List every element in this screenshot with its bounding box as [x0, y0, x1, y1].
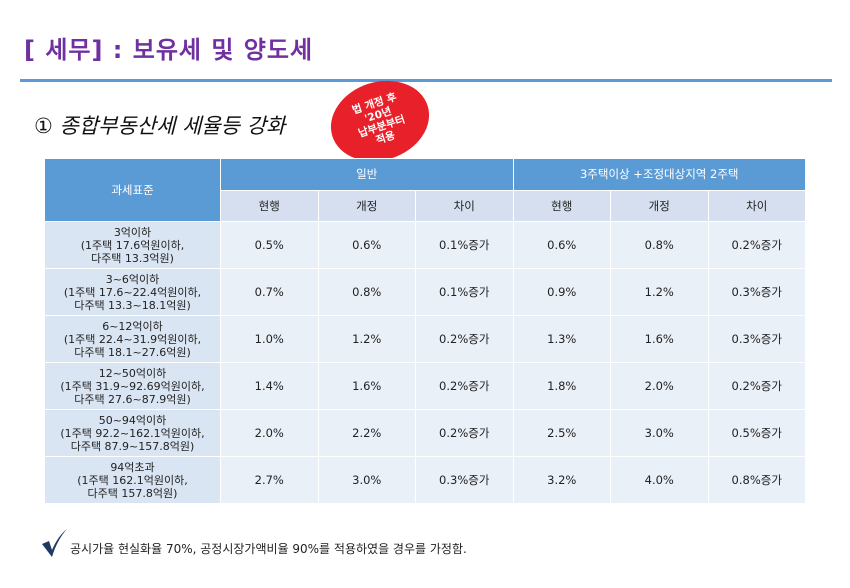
table-cell: 0.7% [220, 268, 319, 316]
table-cell: 1.3% [512, 315, 611, 363]
label-note: (1주택 92.2~162.1억원이하, [60, 426, 205, 440]
table-cell: 0.5%증가 [707, 409, 806, 457]
rule [20, 79, 832, 82]
table-cell: 0.1%증가 [415, 221, 514, 269]
table-cell: 3.0% [610, 409, 709, 457]
label-main: 50~94억이하 [98, 413, 167, 427]
label-note: 다주택 87.9~157.8억원) [70, 439, 195, 453]
table-cell: 2.0% [610, 362, 709, 410]
table-cell: 3.0% [317, 456, 416, 504]
label-note: 다주택 13.3억원) [91, 251, 174, 265]
label-note: (1주택 17.6~22.4억원이하, [63, 285, 202, 299]
table-cell: 0.9% [512, 268, 611, 316]
header-cell: 3주택이상 +조정대상지역 2주택 [512, 158, 806, 191]
table-cell: 0.2%증가 [415, 362, 514, 410]
table-cell: 2.0% [220, 409, 319, 457]
table-cell: 1.4% [220, 362, 319, 410]
table-cell: 1.2% [317, 315, 416, 363]
label-note: 다주택 27.6~87.9억원) [74, 392, 191, 406]
table-cell: 1.2% [610, 268, 709, 316]
table-cell: 0.6% [317, 221, 416, 269]
row-label: 94억초과 (1주택 162.1억원이하, 다주택 157.8억원) [44, 456, 221, 504]
label-note: 다주택 157.8억원) [87, 486, 178, 500]
table-cell: 0.8%증가 [707, 456, 806, 504]
label-note: (1주택 17.6억원이하, [80, 238, 185, 252]
table-cell: 0.8% [317, 268, 416, 316]
table-cell: 0.8% [610, 221, 709, 269]
subheader-cell: 개정 [610, 189, 709, 222]
label-note: 다주택 18.1~27.6억원) [74, 345, 191, 359]
table-row: 6~12억이하 (1주택 22.4~31.9억원이하, 다주택 18.1~27.6억… [44, 315, 806, 363]
table-cell: 1.8% [512, 362, 611, 410]
table-cell: 2.2% [317, 409, 416, 457]
table: 과세표준 일반 3주택이상 +조정대상지역 2주택 현행 개정 차이 현행 개정 차이 3억이하(… [44, 158, 806, 504]
label-main: 3~6억이하 [105, 272, 160, 286]
label-note: 다주택 13.3~18.1억원) [74, 298, 191, 312]
table-row: 3~6억이하 (1주택 17.6~22.4억원이하, 다주택 13.3~18.1억원… [44, 268, 806, 316]
table-cell: 0.5% [220, 221, 319, 269]
row-label: 6~12억이하 (1주택 22.4~31.9억원이하, 다주택 18.1~27.6억… [44, 315, 221, 363]
label-main: 94억초과 [110, 460, 155, 474]
table-cell: 2.7% [220, 456, 319, 504]
row-label: 12~50억이하 (1주택 31.9~92.69억원이하, 다주택 27.6~87.… [44, 362, 221, 410]
table-row: 94억초과 (1주택 162.1억원이하, 다주택 157.8억원) 2.7% 3.0%… [44, 456, 806, 504]
label-note: (1주택 31.9~92.69억원이하, [60, 379, 205, 393]
row-label: 3~6억이하 (1주택 17.6~22.4억원이하, 다주택 13.3~18.1억원… [44, 268, 221, 316]
table-cell: 0.3%증가 [707, 268, 806, 316]
label-main: 6~12억이하 [102, 319, 163, 333]
row-label: 50~94억이하 (1주택 92.2~162.1억원이하, 다주택 87.9~157… [44, 409, 221, 457]
row-label: 3억이하 (1주택 17.6억원이하, 다주택 13.3억원) [44, 221, 221, 269]
table-cell: 0.3%증가 [707, 315, 806, 363]
header-cell: 과세표준 [44, 158, 221, 222]
table-cell: 2.5% [512, 409, 611, 457]
table-cell: 1.0% [220, 315, 319, 363]
table-cell: 0.6% [512, 221, 611, 269]
label-main: 3억이하 [113, 225, 152, 239]
subheader-cell: 현행 [512, 189, 611, 222]
table-row: 12~50억이하 (1주택 31.9~92.69억원이하, 다주택 27.6~87.… [44, 362, 806, 410]
label-note: (1주택 22.4~31.9억원이하, [63, 332, 202, 346]
header-row: 과세표준 일반 3주택이상 +조정대상지역 2주택 [44, 158, 806, 222]
table-cell: 1.6% [317, 362, 416, 410]
table-cell: 0.2%증가 [707, 362, 806, 410]
label-note: (1주택 162.1억원이하, [77, 473, 188, 487]
table-cell: 4.0% [610, 456, 709, 504]
label-main: 12~50억이하 [98, 366, 167, 380]
table-cell: 1.6% [610, 315, 709, 363]
header-cell: 일반 [220, 158, 514, 191]
table-cell: 0.2%증가 [415, 315, 514, 363]
table-row: 3억이하 (1주택 17.6억원이하, 다주택 13.3억원) 0.5% 0.6% 0.1… [44, 221, 806, 269]
table-cell: 0.1%증가 [415, 268, 514, 316]
table-cell: 0.3%증가 [415, 456, 514, 504]
table-cell: 3.2% [512, 456, 611, 504]
subheader-cell: 개정 [317, 189, 416, 222]
subheader-cell: 현행 [220, 189, 319, 222]
check-icon [42, 529, 67, 557]
footnote: 공시가율 현실화율 70%, 공정시장가액비율 90%를 적용하였을 경우를 가… [70, 542, 467, 556]
title: [ 세무] : 보유세 및 양도세 [24, 36, 314, 64]
subtitle: ① 종합부동산세 세율등 강화 [34, 114, 286, 138]
table-cell: 0.2%증가 [707, 221, 806, 269]
subheader-cell: 차이 [707, 189, 806, 222]
subheader-cell: 차이 [415, 189, 514, 222]
table-cell: 0.2%증가 [415, 409, 514, 457]
subheader-row: 현행 개정 차이 현행 개정 차이 [45, 189, 806, 222]
table-row: 50~94억이하 (1주택 92.2~162.1억원이하, 다주택 87.9~157… [44, 409, 806, 457]
